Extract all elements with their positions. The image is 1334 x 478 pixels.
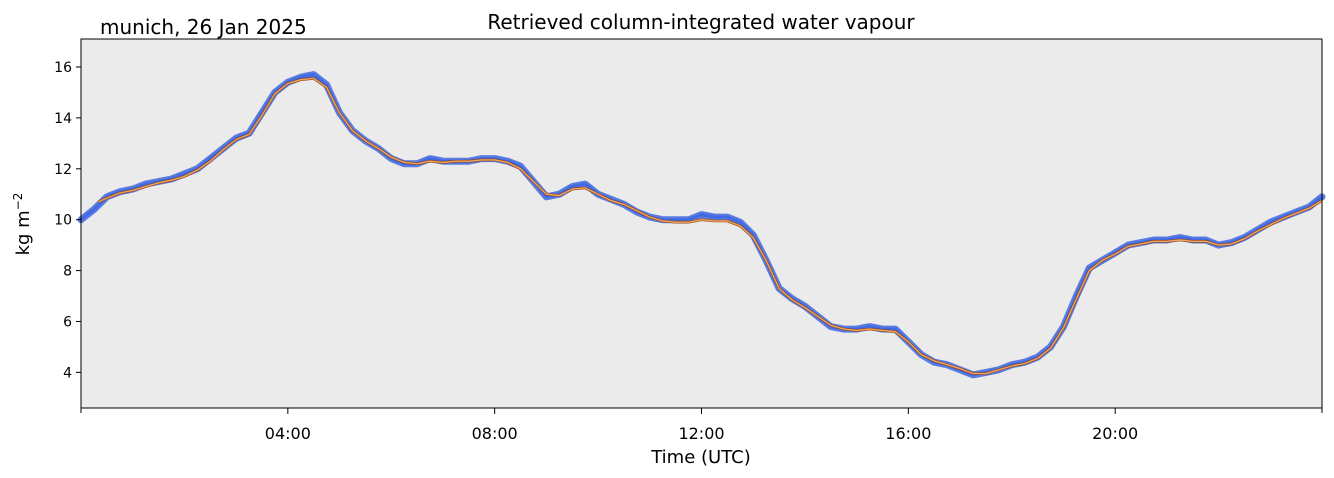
series-layer xyxy=(77,71,1326,379)
y-tick-label: 8 xyxy=(63,264,72,280)
location-date-label: munich, 26 Jan 2025 xyxy=(100,15,307,39)
x-tick-label: 20:00 xyxy=(1092,424,1138,443)
y-tick-label: 4 xyxy=(63,365,72,381)
x-axis-label: Time (UTC) xyxy=(650,447,751,468)
y-axis-label-unit: kg m xyxy=(13,210,34,255)
x-tick-label: 04:00 xyxy=(265,424,311,443)
y-axis-label-exponent: −2 xyxy=(11,193,25,211)
plot-background xyxy=(81,39,1322,408)
y-axis-label: kg m−2 xyxy=(11,193,34,256)
x-tick-label: 16:00 xyxy=(885,424,931,443)
y-axis: 4 6 8 10 12 14 16 xyxy=(54,60,81,381)
x-tick-label: 08:00 xyxy=(472,424,518,443)
y-tick-label: 14 xyxy=(54,111,72,127)
chart-title: Retrieved column-integrated water vapour xyxy=(487,10,915,34)
x-tick-label: 12:00 xyxy=(678,424,724,443)
y-tick-label: 6 xyxy=(63,314,72,330)
y-tick-label: 12 xyxy=(54,162,72,178)
smoothed-series-line xyxy=(97,77,1323,375)
y-tick-label: 16 xyxy=(54,60,72,76)
y-tick-label: 10 xyxy=(54,213,72,229)
x-axis: 04:00 08:00 12:00 16:00 20:00 xyxy=(80,408,1323,443)
